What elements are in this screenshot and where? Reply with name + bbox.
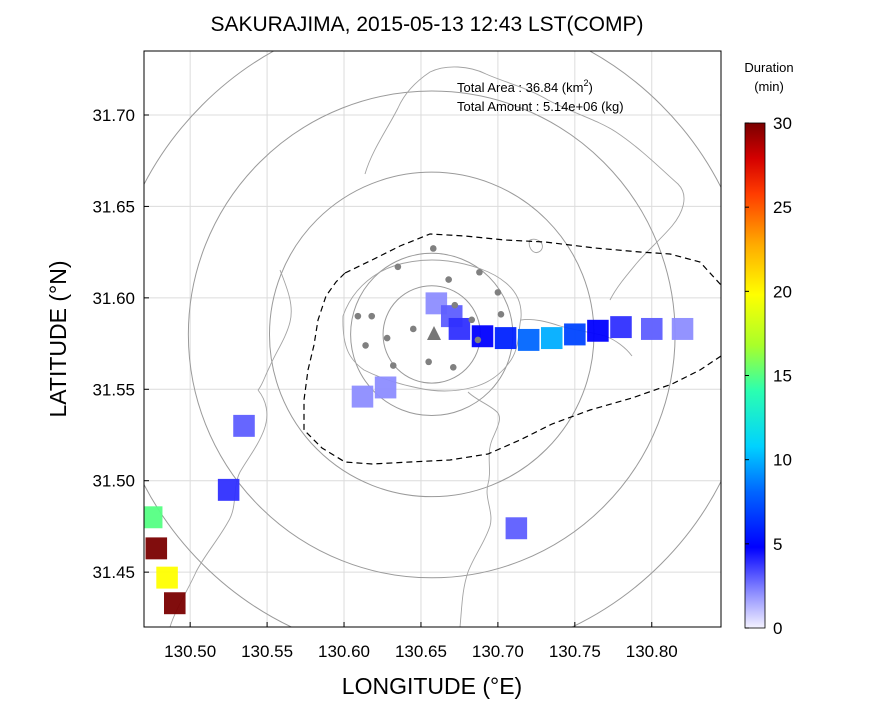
station-dot	[368, 312, 376, 320]
station-dot	[497, 311, 505, 318]
station-dot	[394, 263, 402, 271]
y-tick-label: 31.65	[92, 197, 135, 216]
total-area-text: Total Area : 36.84 (km2)	[457, 78, 593, 95]
station-dot	[445, 276, 452, 283]
duration-cell	[374, 376, 397, 399]
coastline-north	[364, 66, 685, 301]
y-axis-ticks: 31.45 31.50 31.55 31.60 31.65 31.70	[92, 106, 149, 582]
colorbar-ticks: 0 5 10 15 20 25 30	[745, 114, 792, 638]
duration-cell	[505, 517, 528, 540]
station-dot	[449, 364, 457, 371]
y-tick-label: 31.55	[92, 380, 135, 399]
y-tick-label: 31.50	[92, 472, 135, 491]
duration-cell	[144, 506, 163, 529]
station-dot	[494, 289, 502, 296]
colorbar-tick-label: 5	[773, 535, 782, 554]
station-dot	[468, 316, 476, 324]
total-area-close: )	[588, 80, 592, 95]
x-tick-label: 130.65	[395, 642, 447, 661]
ash-fall-area-boundary	[303, 233, 721, 465]
duration-cell	[164, 592, 186, 615]
station-dot	[425, 358, 432, 366]
colorbar-tick-label: 30	[773, 114, 792, 133]
coastline-islet	[528, 238, 543, 253]
x-axis-label: LONGITUDE (°E)	[342, 673, 522, 699]
sakurajima-vent-marker	[427, 326, 441, 340]
y-tick-label: 31.60	[92, 289, 135, 308]
station-dot	[476, 268, 483, 276]
station-dot	[389, 362, 397, 369]
duration-cell	[517, 328, 540, 351]
colorbar-tick-label: 25	[773, 198, 792, 217]
colorbar-unit: (min)	[754, 79, 784, 94]
duration-cell	[540, 327, 563, 350]
y-tick-label: 31.70	[92, 106, 135, 125]
station-dot	[383, 334, 391, 342]
plot-area: 130.50 130.55 130.60 130.65 130.70 130.75 130.…	[92, 50, 722, 661]
duration-cell	[587, 319, 609, 342]
x-tick-label: 130.70	[472, 642, 524, 661]
colorbar-tick-label: 10	[773, 451, 792, 470]
y-axis-label: LATITUDE (°N)	[45, 261, 71, 418]
station-dot	[429, 245, 437, 252]
station-dot	[354, 312, 362, 320]
colorbar-tick-label: 15	[773, 367, 792, 386]
duration-cell	[145, 537, 168, 560]
colorbar-tick-label: 20	[773, 282, 792, 301]
station-dot	[409, 325, 417, 333]
duration-cell	[640, 317, 663, 340]
x-tick-label: 130.55	[241, 642, 293, 661]
total-area-label: Total Area : 36.84 (km	[457, 80, 583, 95]
colorbar: Duration (min) 0 5 10 15 20 25 30	[744, 60, 793, 638]
duration-cell	[564, 323, 586, 346]
station-dot	[451, 301, 459, 309]
station-dot	[362, 342, 369, 349]
duration-cell	[471, 325, 494, 348]
station-dot	[474, 336, 482, 344]
summary-annotation: Total Area : 36.84 (km2) Total Amount : …	[457, 78, 624, 114]
ash-duration-cells	[144, 292, 694, 615]
duration-cell	[494, 327, 517, 350]
y-tick-label: 31.45	[92, 563, 135, 582]
total-amount-text: Total Amount : 5.14e+06 (kg)	[457, 99, 624, 114]
colorbar-title: Duration	[744, 60, 793, 75]
duration-cell	[233, 414, 255, 437]
plot-frame	[143, 50, 722, 628]
x-tick-label: 130.60	[318, 642, 370, 661]
coastline-kagoshima-east	[459, 391, 500, 627]
duration-cell	[448, 317, 471, 340]
duration-cell	[610, 316, 632, 339]
x-axis-ticks: 130.50 130.55 130.60 130.65 130.70 130.75 130.…	[164, 622, 678, 661]
duration-cell	[351, 385, 374, 408]
observation-stations	[354, 245, 505, 371]
total-area-superscript: 2	[583, 78, 588, 88]
x-tick-label: 130.75	[549, 642, 601, 661]
coastline-west-upper	[257, 269, 292, 391]
duration-cell	[156, 566, 178, 589]
colorbar-tick-label: 0	[773, 619, 782, 638]
x-tick-label: 130.50	[164, 642, 216, 661]
duration-cell	[217, 478, 240, 501]
chart-title: SAKURAJIMA, 2015-05-13 12:43 LST(COMP)	[210, 13, 643, 36]
x-tick-label: 130.80	[626, 642, 678, 661]
duration-cell	[671, 317, 694, 340]
